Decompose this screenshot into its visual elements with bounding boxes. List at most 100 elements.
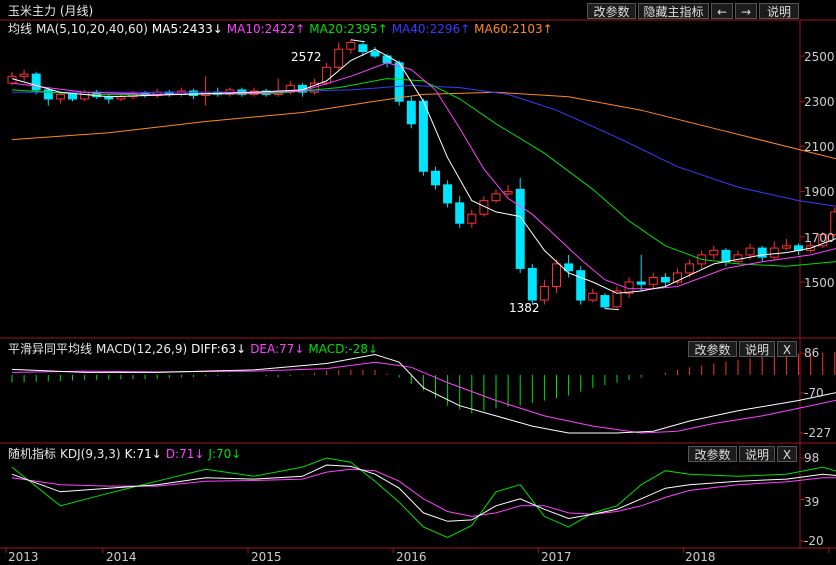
- candle-up: [709, 249, 719, 256]
- kdj-j-value: J:70↓: [208, 447, 242, 461]
- kdj-help-button[interactable]: 说明: [739, 446, 775, 462]
- kdj-y-tick: 98: [804, 451, 820, 465]
- kdj-k-value: K:71↓: [124, 447, 162, 461]
- candle-up: [818, 234, 828, 247]
- kdj-params: KDJ(9,3,3): [60, 447, 121, 461]
- x-tick: 2017: [541, 550, 572, 564]
- arrow-left-icon[interactable]: ←: [711, 3, 733, 19]
- candle-down: [515, 188, 525, 269]
- candle-down: [370, 50, 380, 57]
- kdj-y-tick: -20: [804, 534, 824, 548]
- candle-down: [660, 276, 670, 283]
- high-marker: [350, 39, 365, 43]
- candle-down: [43, 89, 53, 100]
- candle-down: [68, 93, 77, 100]
- candle-up: [346, 41, 356, 50]
- kdj-j-line: [11, 457, 836, 539]
- low-price-label: 1382: [509, 301, 540, 315]
- x-tick: 2014: [106, 550, 137, 564]
- macd-help-button[interactable]: 说明: [739, 341, 775, 357]
- candle-down: [189, 90, 198, 97]
- main-y-tick: 1900: [804, 185, 835, 199]
- kdj-change-params-button[interactable]: 改参数: [688, 446, 737, 462]
- candle-up: [685, 263, 695, 274]
- macd-change-params-button[interactable]: 改参数: [688, 341, 737, 357]
- candle-up: [334, 48, 344, 68]
- main-y-tick: 2500: [804, 50, 835, 64]
- candle-down: [31, 73, 41, 91]
- candle-up: [830, 211, 836, 236]
- candle-down: [455, 202, 465, 224]
- ma20-value: MA20:2395↑: [309, 22, 388, 36]
- ma5-line: [11, 48, 836, 294]
- change-params-button[interactable]: 改参数: [587, 3, 636, 19]
- macd-y-tick: -227: [804, 426, 832, 440]
- candle-down: [358, 44, 368, 52]
- candle-down: [418, 100, 428, 172]
- candle-up: [479, 200, 489, 215]
- ma60-line: [11, 91, 836, 160]
- high-price-label: 2572: [291, 50, 322, 64]
- candle-up: [769, 247, 779, 258]
- candle-down: [394, 62, 404, 102]
- kdj-y-tick: 39: [804, 495, 820, 509]
- candle-down: [757, 247, 767, 258]
- candle-down: [721, 249, 731, 263]
- main-y-tick: 1700: [804, 231, 835, 245]
- kdj-d-value: D:71↓: [165, 447, 205, 461]
- macd-hist-value: MACD:-28↓: [308, 342, 379, 356]
- macd-y-tick: 86: [804, 346, 820, 360]
- candle-up: [116, 96, 126, 100]
- main-y-tick: 2300: [804, 95, 835, 109]
- candle-up: [322, 66, 332, 84]
- candle-up: [648, 276, 658, 285]
- ma10-value: MA10:2422↑: [226, 22, 306, 36]
- kdj-d-line: [11, 468, 836, 517]
- macd-params: MACD(12,26,9): [96, 342, 188, 356]
- x-tick: 2015: [251, 550, 282, 564]
- ma5-value: MA5:2433↓: [151, 22, 223, 36]
- macd-close-icon[interactable]: X: [777, 341, 797, 357]
- candle-up: [673, 272, 682, 283]
- arrow-right-icon[interactable]: →: [735, 3, 757, 19]
- help-button[interactable]: 说明: [759, 3, 799, 19]
- candle-up: [552, 263, 561, 288]
- hide-main-indicator-button[interactable]: 隐藏主指标: [638, 3, 709, 19]
- candle-up: [55, 93, 65, 100]
- macd-dea-line: [11, 361, 836, 434]
- candle-down: [600, 295, 610, 308]
- x-tick: 2016: [396, 550, 427, 564]
- candle-up: [745, 247, 755, 256]
- macd-dea-value: DEA:77↓: [250, 342, 305, 356]
- ma-legend: 均线 MA(5,10,20,40,60) MA5:2433↓ MA10:2422↑ MA…: [8, 21, 557, 37]
- kdj-legend: 随机指标 KDJ(9,3,3) K:71↓ D:71↓ J:70↓: [8, 446, 245, 462]
- candle-down: [443, 184, 453, 204]
- ma10-line: [11, 62, 836, 290]
- main-y-tick: 2100: [804, 140, 835, 154]
- candle-down: [406, 100, 416, 125]
- candle-down: [431, 170, 440, 186]
- candle-down: [576, 270, 586, 301]
- candle-down: [636, 281, 646, 285]
- candle-up: [19, 73, 29, 77]
- macd-diff-value: DIFF:63↓: [191, 342, 247, 356]
- candle-up: [588, 292, 598, 301]
- ma60-value: MA60:2103↑: [474, 22, 553, 36]
- ma-params: MA(5,10,20,40,60): [36, 22, 148, 36]
- contract-title: 玉米主力 (月线): [8, 4, 94, 18]
- ma40-value: MA40:2296↑: [391, 22, 471, 36]
- macd-legend: 平滑异同平均线 MACD(12,26,9) DIFF:63↓ DEA:77↓ MACD:…: [8, 341, 382, 357]
- kdj-title: 随机指标: [8, 447, 57, 461]
- candle-up: [503, 191, 513, 195]
- candle-up: [612, 290, 622, 308]
- candle-up: [733, 254, 743, 263]
- candle-up: [467, 213, 477, 224]
- macd-title: 平滑异同平均线: [8, 342, 93, 356]
- candle-up: [491, 193, 501, 202]
- kdj-close-icon[interactable]: X: [777, 446, 797, 462]
- candle-up: [539, 286, 549, 301]
- candle-down: [527, 267, 537, 301]
- main-y-tick: 1500: [804, 276, 835, 290]
